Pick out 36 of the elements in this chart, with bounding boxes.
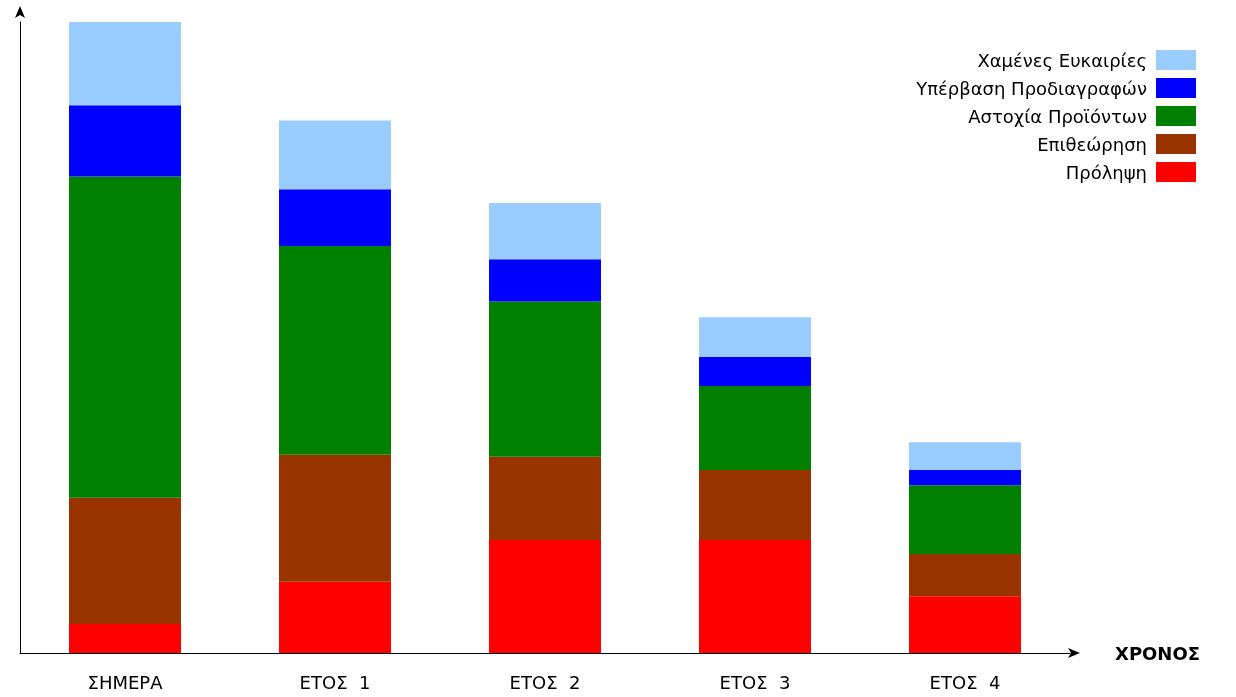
legend-label: Χαμένες Ευκαιρίες <box>977 49 1147 71</box>
bar <box>909 553 1021 597</box>
x-tick-label: ΕΤΟΣ 2 <box>509 671 581 693</box>
bar <box>909 442 1021 471</box>
bar <box>699 386 811 471</box>
x-tick-label: ΕΤΟΣ 3 <box>719 671 791 693</box>
bar <box>489 259 601 302</box>
bar <box>69 176 181 498</box>
bar <box>69 623 181 653</box>
bar <box>909 485 1021 554</box>
bar <box>489 301 601 457</box>
bar <box>489 456 601 541</box>
bar <box>279 581 391 653</box>
x-tick-label: ΕΤΟΣ 4 <box>929 671 1001 693</box>
bar <box>489 540 601 653</box>
bar <box>69 105 181 177</box>
x-axis-title: ΧΡΟΝΟΣ <box>1115 642 1201 664</box>
x-tick-label: ΣΗΜΕΡΑ <box>87 671 164 693</box>
legend-label: Πρόληψη <box>1065 161 1147 183</box>
bar <box>909 470 1021 486</box>
bar <box>69 22 181 106</box>
legend-label: Επιθεώρηση <box>1037 133 1147 155</box>
bar <box>279 454 391 582</box>
bar <box>279 246 391 455</box>
legend-label: Υπέρβαση Προδιαγραφών <box>915 77 1147 99</box>
bar <box>909 596 1021 653</box>
bar <box>699 357 811 387</box>
bar <box>279 189 391 247</box>
bar <box>699 540 811 653</box>
bar <box>699 470 811 541</box>
bar <box>279 120 391 190</box>
bar <box>489 203 601 260</box>
legend-label: Αστοχία Προϊόντων <box>968 105 1147 127</box>
bar <box>699 317 811 358</box>
x-tick-label: ΕΤΟΣ 1 <box>299 671 371 693</box>
bar <box>69 497 181 624</box>
